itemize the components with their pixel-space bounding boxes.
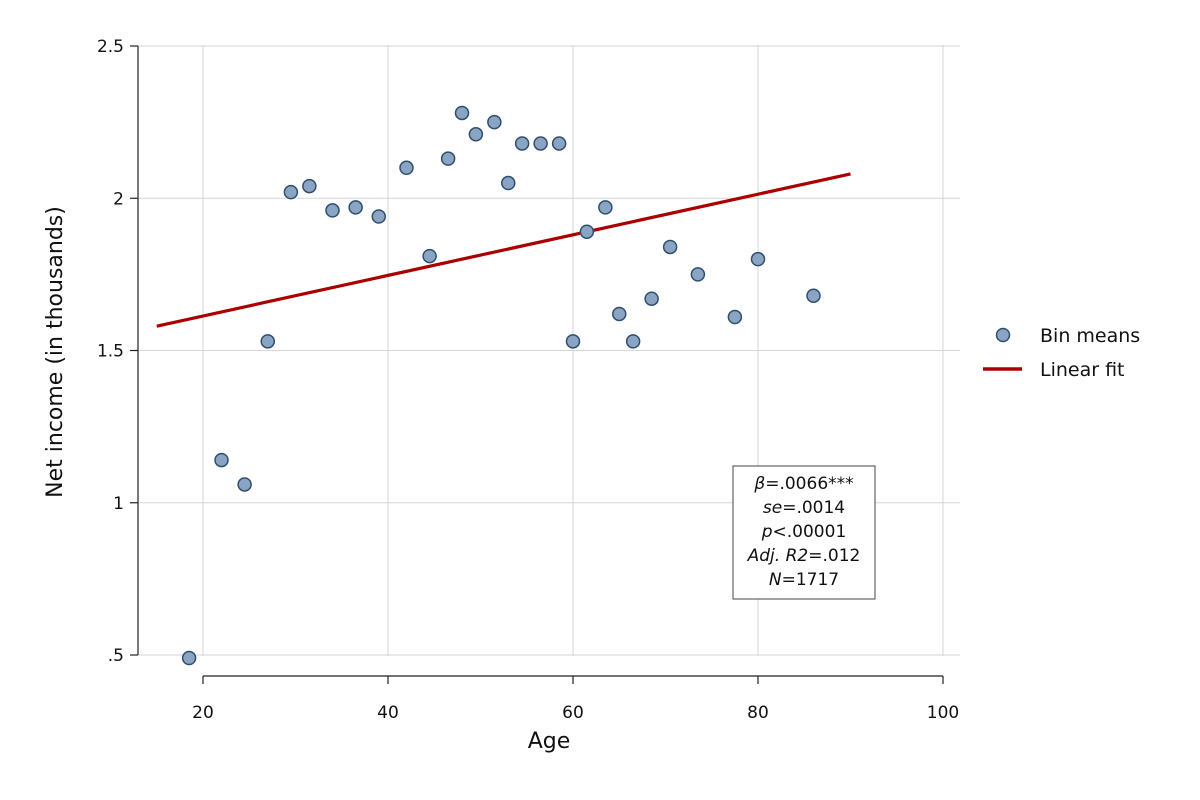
- bin-mean-point: [260, 334, 275, 349]
- stats-line: p<.00001: [761, 522, 847, 542]
- bin-mean-point: [533, 136, 548, 151]
- bin-mean-point: [371, 209, 386, 224]
- stats-line: β=.0066***: [753, 474, 853, 494]
- bin-mean-point: [690, 267, 706, 282]
- x-tick-label: 60: [562, 703, 584, 723]
- bin-mean-point: [612, 306, 627, 322]
- y-tick-label: 1.5: [97, 342, 124, 362]
- bin-mean-point: [565, 334, 581, 349]
- legend-marker-bin-means: [995, 327, 1011, 343]
- bin-mean-point: [644, 291, 659, 306]
- linear-fit: [156, 172, 851, 328]
- bin-mean-point: [348, 200, 363, 215]
- y-tick-label: .5: [108, 646, 124, 666]
- stats-line: N=1717: [769, 570, 839, 590]
- bin-mean-point: [625, 334, 641, 349]
- legend-label-bin-means: Bin means: [1040, 325, 1140, 347]
- bin-mean-point: [662, 239, 678, 255]
- x-tick-label: 40: [377, 703, 399, 723]
- bin-mean-point: [514, 136, 530, 151]
- bin-mean-point: [750, 251, 766, 267]
- bin-mean-point: [440, 151, 456, 166]
- legend: Bin means Linear fit: [983, 325, 1140, 381]
- bin-mean-point: [422, 248, 437, 264]
- bin-mean-point: [302, 178, 317, 194]
- bin-mean-point: [283, 184, 299, 200]
- x-axis-title: Age: [528, 729, 571, 754]
- bin-mean-point: [487, 114, 502, 130]
- bin-mean-point: [237, 477, 252, 492]
- stats-annotation: β=.0066*** se=.0014 p<.00001 Adj. R2=.012 N=…: [732, 465, 876, 600]
- axes: [130, 45, 944, 684]
- bin-mean-point: [598, 200, 613, 215]
- x-tick-label: 20: [192, 703, 214, 723]
- bin-mean-point: [551, 136, 567, 151]
- stats-line: se=.0014: [763, 498, 845, 518]
- linear-fit-line: [156, 172, 851, 328]
- bin-means: [181, 105, 821, 666]
- bin-mean-point: [806, 288, 821, 303]
- x-tick-label: 100: [927, 703, 959, 723]
- y-axis-title: Net income (in thousands): [43, 206, 68, 498]
- bin-mean-point: [468, 127, 484, 142]
- y-tick-label: 1: [113, 494, 124, 514]
- bin-mean-point: [501, 175, 516, 191]
- bin-mean-point: [579, 224, 595, 239]
- bin-mean-point: [214, 452, 229, 468]
- bin-mean-point: [727, 309, 743, 325]
- bin-mean-point: [325, 203, 340, 218]
- bin-mean-point: [181, 650, 197, 666]
- x-tick-labels: 20 40 60 80 100: [192, 703, 959, 723]
- x-tick-label: 80: [747, 703, 769, 723]
- y-tick-label: 2: [113, 189, 124, 209]
- bin-mean-point: [454, 105, 470, 121]
- stats-box: [732, 465, 876, 600]
- y-tick-labels: .5 1 1.5 2 2.5: [97, 37, 124, 666]
- stats-line: Adj. R2=.012: [747, 546, 861, 566]
- legend-label-linear-fit: Linear fit: [1040, 359, 1125, 381]
- bin-mean-point: [399, 160, 414, 176]
- y-tick-label: 2.5: [97, 37, 124, 57]
- grid: [138, 45, 960, 656]
